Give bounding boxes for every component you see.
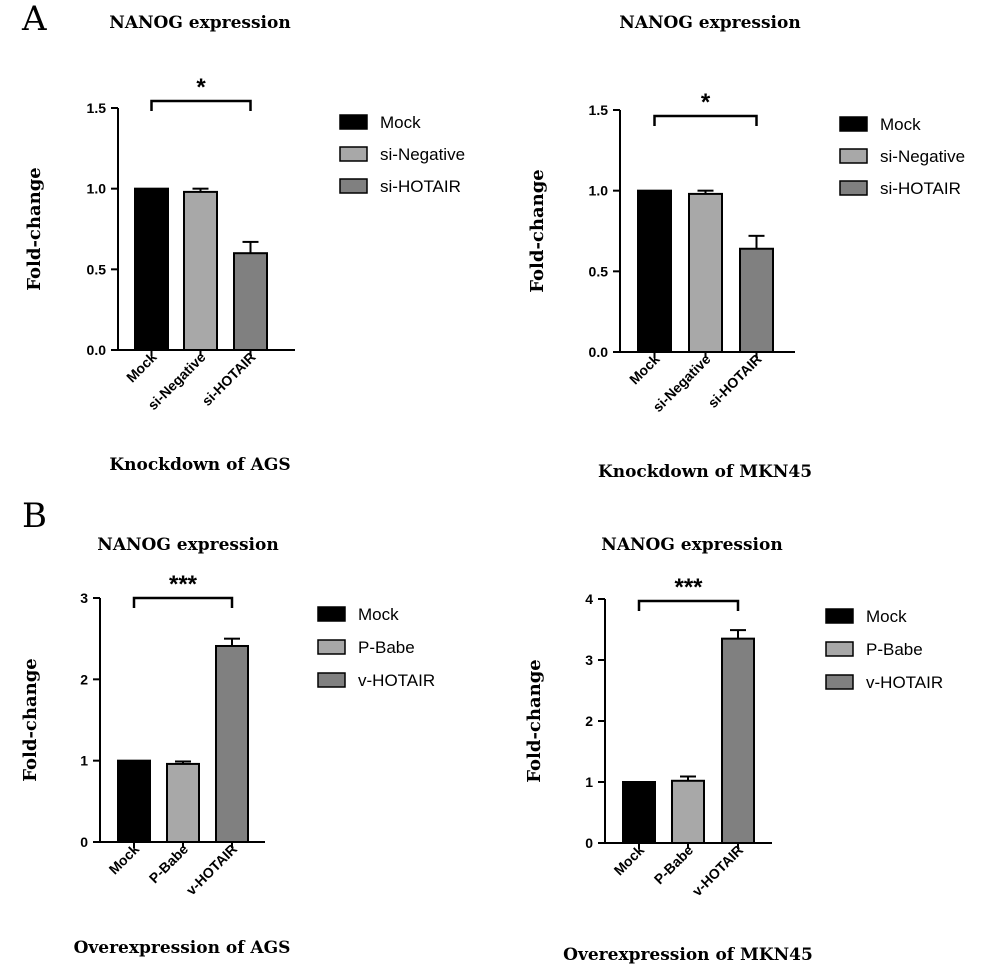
chart-2: NANOG expression Fold-change Overexpressio…	[20, 535, 435, 958]
bar-si-negative	[183, 190, 218, 351]
legend-swatch	[317, 639, 346, 655]
y-tick-label: 1.0	[87, 181, 107, 197]
legend-swatch	[825, 641, 854, 657]
bar-si-hotair	[739, 247, 774, 354]
significance-label: *	[196, 74, 206, 101]
y-tick-label: 0	[585, 835, 593, 851]
panel-letter-b: B	[22, 496, 47, 536]
bar-mock	[134, 187, 169, 351]
legend-label: P-Babe	[358, 638, 415, 657]
category-label: v-HOTAIR	[183, 841, 240, 898]
legend-swatch	[317, 606, 346, 622]
y-tick-label: 3	[80, 590, 88, 606]
x-axis-label: Overexpression of AGS	[74, 938, 291, 958]
category-label: Mock	[105, 841, 142, 878]
legend-swatch	[825, 674, 854, 690]
chart-title: NANOG expression	[601, 535, 782, 555]
significance-bracket	[637, 599, 740, 611]
y-tick-label: 2	[80, 671, 88, 687]
chart-title: NANOG expression	[97, 535, 278, 555]
chart-3: NANOG expression Fold-change Overexpressio…	[524, 535, 943, 965]
y-axis-label: Fold-change	[20, 658, 41, 782]
category-label: si-HOTAIR	[705, 351, 765, 411]
legend-label: si-Negative	[380, 145, 465, 164]
bar-mock	[637, 189, 672, 353]
y-tick-label: 1.0	[589, 183, 609, 199]
legend-label: si-Negative	[880, 147, 965, 166]
legend-label: v-HOTAIR	[866, 673, 943, 692]
category-label: P-Babe	[146, 841, 192, 887]
y-tick-label: 2	[585, 713, 593, 729]
bar-mock	[622, 781, 656, 844]
y-axis-label: Fold-change	[524, 659, 545, 783]
significance-label: ***	[169, 571, 198, 598]
y-tick-label: 0	[80, 834, 88, 850]
legend-swatch	[317, 672, 346, 688]
category-label: Mock	[610, 842, 647, 879]
legend-swatch	[839, 116, 868, 132]
category-label: Mock	[626, 351, 663, 388]
y-axis-label: Fold-change	[527, 169, 548, 293]
y-tick-label: 1.5	[87, 100, 107, 116]
category-label: si-HOTAIR	[199, 349, 259, 409]
legend-swatch	[825, 608, 854, 624]
legend-label: Mock	[866, 607, 907, 626]
panel-letter-a: A	[21, 0, 47, 39]
x-axis-label: Knockdown of AGS	[109, 455, 290, 475]
bar-p-babe	[166, 762, 200, 843]
legend-swatch	[339, 146, 368, 162]
bar-si-hotair	[233, 252, 268, 351]
bar-v-hotair	[215, 644, 249, 844]
chart-0: NANOG expression Fold-change Knockdown of …	[24, 13, 465, 475]
legend-label: Mock	[380, 113, 421, 132]
y-tick-label: 1.5	[589, 102, 609, 118]
y-tick-label: 3	[585, 652, 593, 668]
bar-si-negative	[688, 192, 723, 353]
legend-label: Mock	[880, 115, 921, 134]
x-axis-label: Knockdown of MKN45	[598, 462, 812, 482]
y-tick-label: 4	[585, 591, 593, 607]
legend-label: P-Babe	[866, 640, 923, 659]
legend-swatch	[339, 114, 368, 130]
significance-bracket	[150, 99, 252, 111]
y-tick-label: 0.0	[589, 344, 609, 360]
x-axis-label: Overexpression of MKN45	[563, 945, 813, 965]
chart-title: NANOG expression	[109, 13, 290, 33]
y-axis-label: Fold-change	[24, 167, 45, 291]
y-tick-label: 1	[80, 753, 88, 769]
significance-bracket	[653, 114, 758, 126]
y-tick-label: 0.5	[589, 263, 609, 279]
category-label: Mock	[123, 349, 160, 386]
legend-swatch	[839, 148, 868, 164]
y-tick-label: 1	[585, 774, 593, 790]
y-tick-label: 0.5	[87, 261, 107, 277]
legend-swatch	[839, 180, 868, 196]
category-label: P-Babe	[651, 842, 697, 888]
y-tick-label: 0.0	[87, 342, 107, 358]
legend-label: si-HOTAIR	[380, 177, 461, 196]
significance-bracket	[132, 596, 234, 608]
significance-label: *	[701, 89, 711, 116]
legend-label: v-HOTAIR	[358, 671, 435, 690]
chart-1: NANOG expression Fold-change Knockdown of …	[527, 13, 965, 482]
bar-p-babe	[671, 779, 705, 845]
significance-label: ***	[674, 574, 703, 601]
legend-swatch	[339, 178, 368, 194]
bar-v-hotair	[721, 637, 755, 845]
chart-title: NANOG expression	[619, 13, 800, 33]
category-label: v-HOTAIR	[689, 842, 746, 899]
legend-label: si-HOTAIR	[880, 179, 961, 198]
bar-mock	[117, 759, 151, 844]
legend-label: Mock	[358, 605, 399, 624]
